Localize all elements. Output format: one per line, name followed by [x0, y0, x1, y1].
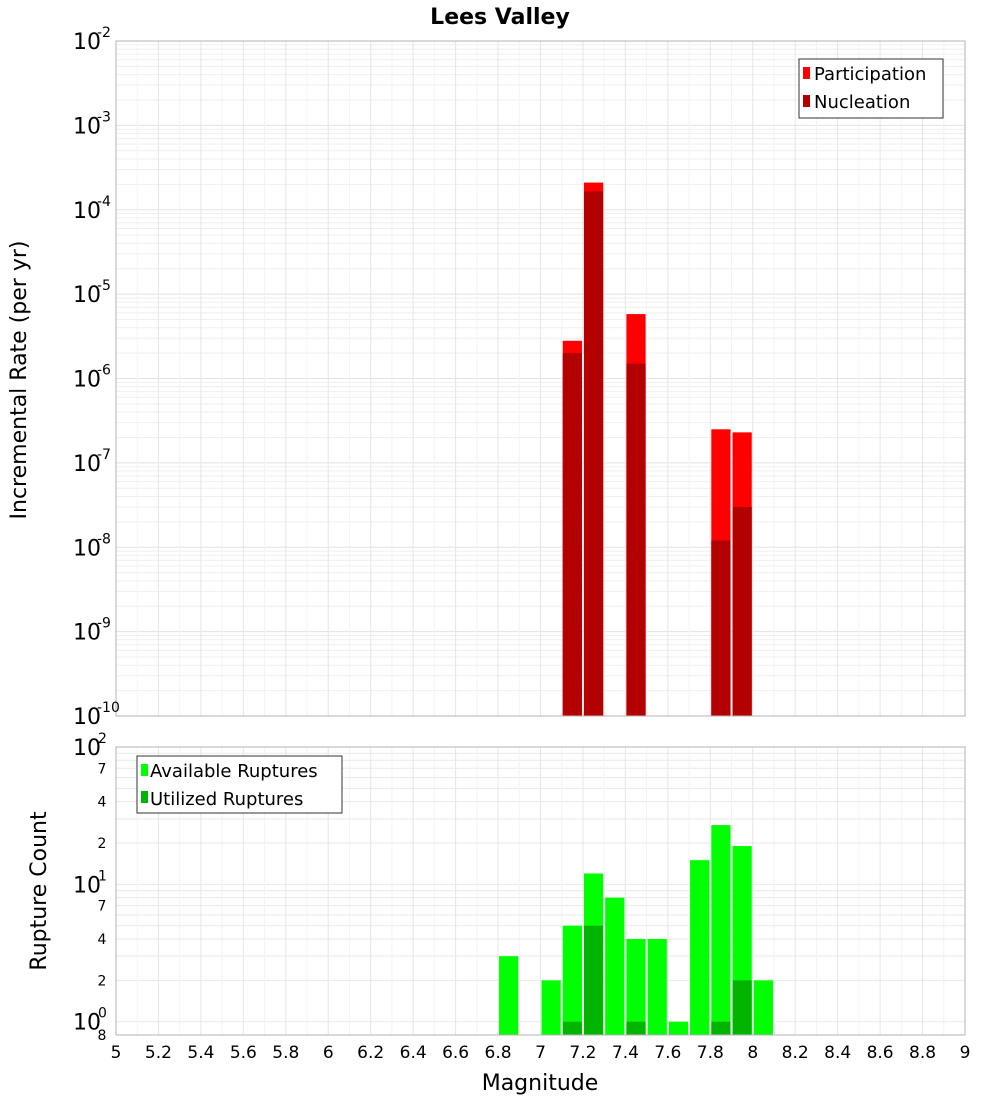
y-minor-tick-label: 7 [98, 899, 107, 915]
y-minor-tick-label: 4 [98, 932, 107, 948]
rate-legend: Participation Nucleation [798, 58, 944, 119]
x-tick-label: 7 [535, 1043, 546, 1063]
y-tick-label: 10 [73, 736, 101, 761]
participation-legend-swatch [803, 67, 810, 79]
x-tick-label: 5.4 [187, 1043, 214, 1063]
count-legend: Available Ruptures Utilized Ruptures [136, 755, 343, 814]
rate-y-axis-label: Incremental Rate (per yr) [7, 241, 32, 520]
magnitude-x-ticks: 5 5.2 5.4 5.6 5.8 6 6.2 6.4 6.6 6.8 7 7.2 7.4 7.6 7.8 8… [111, 1043, 971, 1063]
available-ruptures-bar [541, 980, 561, 1035]
y-tick-label: 10 [73, 30, 101, 55]
available-ruptures-bar [753, 980, 773, 1035]
x-axis-label: Magnitude [482, 1071, 599, 1096]
y-tick-exponent: -8 [97, 531, 111, 547]
y-tick-exponent: -10 [97, 700, 120, 716]
x-tick-label: 5.6 [230, 1043, 257, 1063]
count-legend-box [136, 755, 343, 814]
nucleation-bar [626, 363, 646, 716]
y-tick-exponent: -9 [97, 616, 111, 632]
y-tick-label: 10 [73, 283, 101, 308]
y-tick-exponent: 1 [98, 868, 107, 884]
y-tick-exponent: -6 [97, 363, 111, 379]
y-tick-label: 10 [73, 536, 101, 561]
available-ruptures-bar [647, 939, 667, 1035]
available-ruptures-bar [499, 956, 519, 1035]
utilized-ruptures-bar [711, 1021, 731, 1035]
y-minor-tick-label: 2 [98, 973, 107, 989]
y-tick-label: 10 [73, 621, 101, 646]
nucleation-bar [711, 540, 731, 716]
y-tick-exponent: 0 [98, 1006, 107, 1022]
y-tick-label: 10 [73, 452, 101, 477]
count-y-axis-label: Rupture Count [27, 811, 52, 971]
y-tick-label: 10 [73, 199, 101, 224]
utilized-ruptures-bar [583, 925, 604, 1035]
x-tick-label: 6.6 [442, 1043, 469, 1063]
x-tick-label: 9 [960, 1043, 971, 1063]
nucleation-bar [732, 506, 752, 716]
x-tick-label: 6.4 [400, 1043, 427, 1063]
y-tick-exponent: -3 [97, 109, 111, 125]
utilized-ruptures-bar [732, 980, 752, 1035]
participation-legend-label: Participation [814, 64, 926, 85]
chart-title: Lees Valley [430, 5, 570, 30]
available-ruptures-bar [711, 825, 731, 1035]
y-tick-exponent: -7 [97, 447, 111, 463]
x-tick-label: 7.4 [612, 1043, 639, 1063]
available-ruptures-legend-label: Available Ruptures [150, 761, 318, 782]
y-minor-tick-label: 2 [98, 836, 107, 852]
utilized-ruptures-bar [562, 1021, 582, 1035]
utilized-ruptures-legend-label: Utilized Ruptures [150, 789, 303, 810]
nucleation-bars [562, 191, 752, 717]
y-tick-label: 10 [73, 1011, 101, 1036]
available-ruptures-bar [626, 939, 646, 1035]
x-tick-label: 6.8 [485, 1043, 512, 1063]
y-tick-label: 10 [73, 873, 101, 898]
x-tick-label: 5.2 [145, 1043, 172, 1063]
rate-grid [115, 41, 966, 717]
rate-y-ticks: 10-210-310-410-510-610-710-810-910-10 [73, 25, 120, 730]
utilized-ruptures-legend-swatch [141, 791, 148, 803]
rate-legend-box [798, 58, 944, 119]
x-tick-label: 8.6 [867, 1043, 894, 1063]
nucleation-legend-swatch [803, 95, 810, 107]
available-ruptures-bar [562, 925, 582, 1035]
x-tick-label: 6 [323, 1043, 334, 1063]
x-tick-label: 8.8 [909, 1043, 936, 1063]
y-tick-exponent: -5 [97, 278, 111, 294]
nucleation-legend-label: Nucleation [814, 92, 910, 113]
x-tick-label: 8.4 [824, 1043, 851, 1063]
y-tick-label: 10 [73, 114, 101, 139]
x-tick-label: 5 [111, 1043, 122, 1063]
rate-plot-frame [115, 40, 966, 717]
x-tick-label: 7.8 [697, 1043, 724, 1063]
nucleation-bar [583, 191, 604, 717]
utilized-ruptures-bar [626, 1021, 646, 1035]
nucleation-bar [562, 353, 582, 716]
available-ruptures-legend-swatch [141, 764, 148, 776]
rate-panel: Lees Valley 10-210-310-410-510-610-710-8… [7, 5, 966, 730]
y-minor-tick-label: 8 [98, 1028, 107, 1044]
x-tick-label: 7.2 [569, 1043, 596, 1063]
y-tick-exponent: -2 [97, 25, 111, 41]
count-plot-frame [115, 746, 966, 1036]
x-tick-label: 6.2 [357, 1043, 384, 1063]
available-ruptures-bar [605, 897, 625, 1035]
y-tick-label: 10 [73, 368, 101, 393]
available-ruptures-bar [690, 860, 710, 1035]
y-minor-tick-label: 4 [98, 795, 107, 811]
y-tick-label: 10 [73, 705, 101, 730]
y-tick-exponent: 2 [98, 731, 107, 747]
available-ruptures-bar [668, 1021, 689, 1035]
y-tick-exponent: -4 [97, 194, 111, 210]
x-tick-label: 8 [747, 1043, 758, 1063]
x-tick-label: 5.8 [272, 1043, 299, 1063]
x-tick-label: 7.6 [654, 1043, 681, 1063]
utilized-ruptures-bars [562, 925, 752, 1035]
y-minor-tick-label: 7 [98, 761, 107, 777]
x-tick-label: 8.2 [782, 1043, 809, 1063]
